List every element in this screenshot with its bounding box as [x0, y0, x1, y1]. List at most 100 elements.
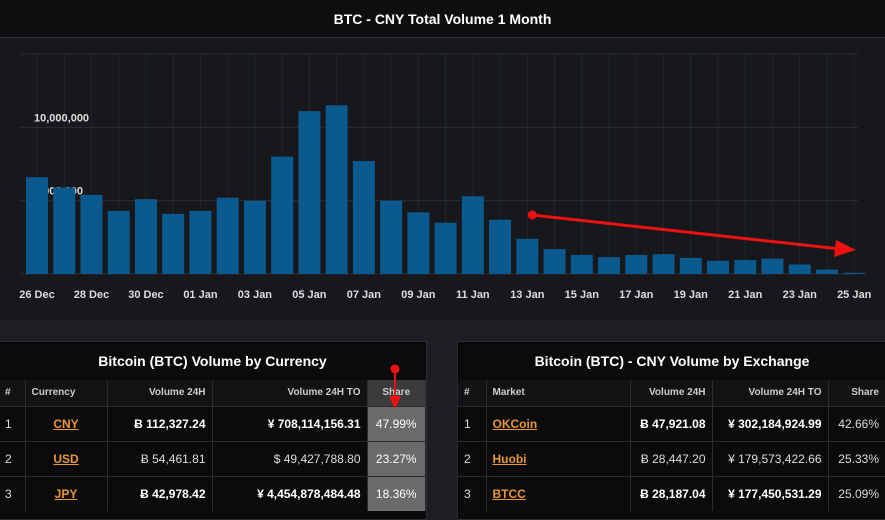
bar-30-dec [134, 199, 157, 274]
table-row[interactable]: 2 USD Ƀ 54,461.81 $ 49,427,788.80 23.27% [0, 440, 426, 476]
market-link[interactable]: Huobi [492, 451, 527, 466]
table-row[interactable]: 1 CNY Ƀ 112,327.24 ¥ 708,114,156.31 47.99% [0, 405, 426, 441]
x-tick-label: 28 Dec [74, 289, 109, 301]
row-share: 25.09% [828, 475, 885, 511]
exchange-table-title: Bitcoin (BTC) - CNY Volume by Exchange [534, 353, 810, 369]
bar-01-jan [189, 210, 212, 274]
row-name-link: OKCoin [486, 405, 631, 441]
bar-21-jan [734, 260, 757, 274]
exchange-table: # Market Volume 24H Volume 24H TO Share … [458, 380, 885, 511]
row-volume-24h: Ƀ 47,921.08 [630, 405, 713, 441]
row-volume-24h-to: ¥ 4,454,878,484.48 [212, 475, 368, 511]
row-volume-24h: Ƀ 42,978.42 [107, 475, 213, 511]
bar-11-jan [461, 196, 484, 274]
bar-27-dec [53, 187, 76, 274]
x-tick-label: 26 Dec [19, 289, 54, 301]
row-name-link: USD [25, 440, 108, 476]
bar-02-jan [216, 197, 239, 274]
bar-06-jan [325, 105, 348, 274]
row-name-link: Huobi [486, 440, 631, 476]
bar-12-jan [489, 219, 512, 274]
table-header-row: # Market Volume 24H Volume 24H TO Share [458, 380, 885, 406]
col-header-volume-24h[interactable]: Volume 24H [107, 380, 213, 406]
bar-03-jan [243, 200, 266, 274]
col-header-volume-24h-to[interactable]: Volume 24H TO [712, 380, 829, 406]
col-header-currency[interactable]: Currency [25, 380, 108, 406]
row-rank: 1 [458, 405, 487, 441]
row-share: 23.27% [367, 440, 426, 476]
row-volume-24h-to: ¥ 179,573,422.66 [712, 440, 829, 476]
bar-25-jan [843, 272, 866, 274]
bar-19-jan [679, 257, 702, 274]
row-rank: 1 [0, 405, 26, 441]
row-volume-24h-to: ¥ 708,114,156.31 [212, 405, 368, 441]
row-rank: 3 [0, 475, 26, 511]
col-header-volume-24h-to[interactable]: Volume 24H TO [212, 380, 368, 406]
bar-24-jan [815, 269, 838, 274]
volume-by-currency-panel: Bitcoin (BTC) Volume by Currency # Curre… [0, 341, 427, 520]
row-volume-24h-to: ¥ 177,450,531.29 [712, 475, 829, 511]
row-share: 18.36% [367, 475, 426, 511]
bar-15-jan [570, 254, 593, 274]
col-header-volume-24h[interactable]: Volume 24H [630, 380, 713, 406]
bar-05-jan [298, 111, 321, 274]
col-header-share[interactable]: Share [828, 380, 885, 406]
x-tick-label: 05 Jan [292, 289, 327, 301]
x-tick-label: 17 Jan [619, 289, 654, 301]
bar-13-jan [516, 238, 539, 274]
bar-31-dec [162, 213, 185, 274]
currency-table: # Currency Volume 24H Volume 24H TO Shar… [0, 380, 426, 511]
market-link[interactable]: OKCoin [492, 416, 538, 431]
bar-04-jan [271, 156, 294, 274]
bar-07-jan [352, 161, 375, 274]
volume-by-exchange-panel: Bitcoin (BTC) - CNY Volume by Exchange #… [457, 341, 885, 520]
x-tick-label: 19 Jan [674, 289, 709, 301]
col-header-market[interactable]: Market [486, 380, 631, 406]
bar-09-jan [407, 212, 430, 274]
row-rank: 2 [0, 440, 26, 476]
market-link[interactable]: BTCC [492, 486, 526, 501]
bar-14-jan [543, 249, 566, 274]
table-row[interactable]: 2 Huobi Ƀ 28,447.20 ¥ 179,573,422.66 25.33% [458, 440, 885, 476]
market-link[interactable]: CNY [53, 416, 79, 431]
col-header-rank[interactable]: # [0, 380, 26, 406]
y-tick-label: 10,000,000 [34, 112, 89, 124]
row-volume-24h-to: ¥ 302,184,924.99 [712, 405, 829, 441]
row-share: 47.99% [367, 405, 426, 441]
x-tick-label: 03 Jan [238, 289, 273, 301]
row-name-link: CNY [25, 405, 108, 441]
x-tick-label: 25 Jan [837, 289, 872, 301]
bar-29-dec [107, 210, 130, 274]
bar-08-jan [380, 200, 403, 274]
x-tick-label: 01 Jan [183, 289, 218, 301]
row-share: 25.33% [828, 440, 885, 476]
market-link[interactable]: USD [53, 451, 79, 466]
x-tick-label: 07 Jan [347, 289, 382, 301]
x-tick-label: 30 Dec [128, 289, 163, 301]
col-header-rank[interactable]: # [458, 380, 487, 406]
row-name-link: BTCC [486, 475, 631, 511]
currency-table-title: Bitcoin (BTC) Volume by Currency [98, 353, 327, 369]
x-tick-label: 13 Jan [510, 289, 545, 301]
row-rank: 3 [458, 475, 487, 511]
x-tick-label: 23 Jan [783, 289, 818, 301]
bar-17-jan [625, 254, 648, 274]
trend-arrow-head [834, 240, 856, 257]
x-tick-label: 15 Jan [565, 289, 600, 301]
row-volume-24h: Ƀ 112,327.24 [107, 405, 213, 441]
table-row[interactable]: 3 BTCC Ƀ 28,187.04 ¥ 177,450,531.29 25.09% [458, 475, 885, 511]
col-header-share[interactable]: Share [367, 380, 426, 406]
bar-20-jan [707, 260, 729, 274]
row-volume-24h-to: $ 49,427,788.80 [212, 440, 368, 476]
row-volume-24h: Ƀ 54,461.81 [107, 440, 213, 476]
table-header-row: # Currency Volume 24H Volume 24H TO Shar… [0, 380, 426, 406]
table-row[interactable]: 1 OKCoin Ƀ 47,921.08 ¥ 302,184,924.99 42.66% [458, 405, 885, 441]
bar-23-jan [788, 264, 811, 274]
trend-arrow-line [532, 213, 841, 251]
table-row[interactable]: 3 JPY Ƀ 42,978.42 ¥ 4,454,878,484.48 18.36% [0, 475, 426, 511]
bar-22-jan [761, 258, 784, 274]
market-link[interactable]: JPY [54, 486, 78, 501]
x-tick-label: 21 Jan [728, 289, 763, 301]
bar-28-dec [80, 194, 103, 274]
